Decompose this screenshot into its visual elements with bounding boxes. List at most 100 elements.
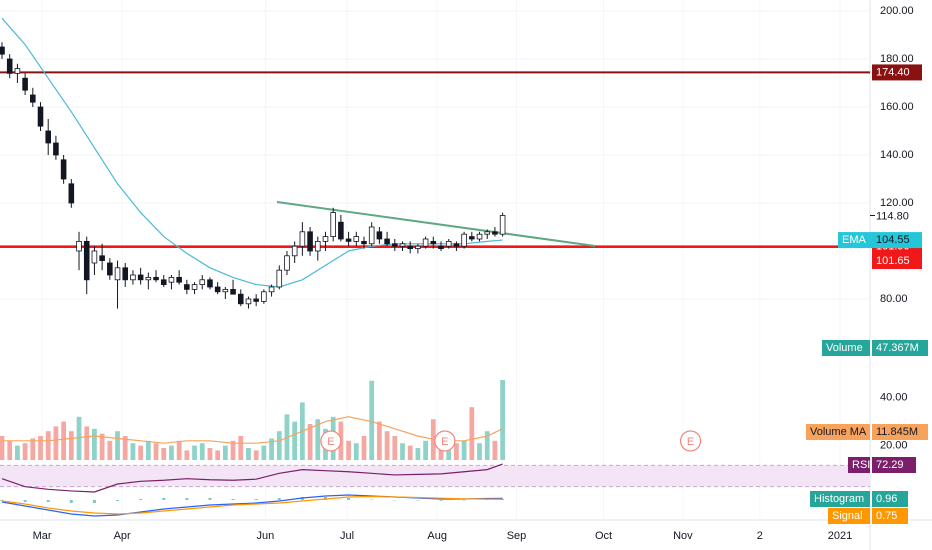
- volume-bar: [107, 440, 113, 460]
- volume-bar: [192, 445, 197, 460]
- volume-bar: [361, 436, 367, 460]
- volume-bar: [122, 436, 128, 460]
- volume-bar: [184, 450, 190, 460]
- candle-body: [345, 238, 352, 242]
- candle-body: [14, 68, 21, 74]
- histogram-bar: [162, 498, 166, 500]
- candle-body: [499, 215, 506, 235]
- volume-ma-value-text: 11.845M: [876, 426, 918, 438]
- volume-bar: [423, 440, 428, 460]
- volume-name: Volume: [822, 340, 870, 356]
- y-tick-label: 160.00: [880, 101, 914, 113]
- volume-bar: [130, 443, 136, 460]
- level-label-bg: [872, 253, 922, 270]
- candle-body: [91, 250, 98, 264]
- volume-bar: [253, 450, 259, 460]
- histogram-name-text: Histogram: [814, 493, 864, 505]
- x-tick-label: Nov: [673, 530, 693, 542]
- histogram-bar: [370, 499, 374, 500]
- histogram-bar: [92, 500, 96, 503]
- candle-body: [276, 269, 283, 288]
- candle-body: [168, 276, 175, 283]
- volume-bar: [215, 450, 221, 460]
- volume-bar: [45, 431, 51, 460]
- x-tick-label: Jun: [257, 530, 275, 542]
- candle-body: [368, 226, 375, 245]
- histogram-bar: [277, 498, 281, 500]
- last-price-label: 114.80: [872, 208, 922, 225]
- volume-bar: [99, 433, 105, 460]
- volume-bar: [377, 421, 382, 460]
- volume-bar: [230, 440, 236, 460]
- volume-ma-line: [2, 416, 503, 444]
- candle-body: [199, 279, 206, 285]
- candle-body: [184, 284, 190, 290]
- candle-body: [53, 142, 59, 156]
- candle-body: [422, 238, 429, 247]
- earnings-marker: [679, 430, 702, 452]
- volume-ma-name-bg: [806, 424, 870, 440]
- last-price-label-bg: [872, 208, 922, 225]
- volume-bar: [400, 443, 405, 460]
- signal-name-text: Signal: [832, 510, 863, 522]
- candle-body: [107, 262, 113, 276]
- histogram-bar: [254, 499, 258, 500]
- histogram-bar: [208, 498, 212, 500]
- volume-bar: [500, 379, 506, 460]
- earnings-label: E: [327, 436, 334, 448]
- volume-bar: [392, 436, 398, 460]
- ema-value: 104.55: [872, 232, 922, 249]
- volume-bar: [276, 431, 282, 460]
- candle-body: [6, 58, 13, 74]
- volume-value-bg: [872, 340, 928, 356]
- volume-bar: [469, 407, 475, 460]
- candle-body: [137, 274, 144, 281]
- x-tick-label: Mar: [33, 530, 52, 542]
- volume-name-bg: [822, 340, 870, 356]
- volume-bar: [315, 419, 321, 460]
- volume-bar: [61, 421, 67, 460]
- candle-body: [361, 240, 367, 245]
- volume-bar: [15, 445, 20, 460]
- volume-bar: [477, 443, 482, 460]
- candle-body: [291, 245, 298, 257]
- ema-value-text: 104.55: [876, 234, 910, 246]
- rsi-name-bg: [848, 457, 870, 473]
- candle-body: [237, 293, 244, 305]
- candle-body: [453, 243, 460, 247]
- volume-bar: [353, 443, 359, 460]
- volume-tick-label: 40.00: [880, 392, 908, 404]
- volume-bar: [153, 443, 159, 460]
- x-tick-label: Aug: [427, 530, 447, 542]
- volume-bar: [292, 421, 298, 460]
- candle-body: [222, 288, 229, 293]
- candle-body: [484, 231, 491, 235]
- x-tick-label: Oct: [595, 530, 612, 542]
- candle-body: [469, 236, 475, 240]
- histogram-bar: [462, 500, 466, 501]
- signal-value-bg: [872, 508, 908, 524]
- candle-body: [153, 276, 159, 281]
- candle-body: [76, 240, 82, 252]
- level-label-text: 174.40: [876, 66, 910, 78]
- y-tick-label: 200.00: [880, 5, 914, 17]
- candle-body: [407, 245, 413, 249]
- candle-body: [191, 284, 198, 290]
- volume-bar: [30, 438, 36, 460]
- y-tick-label: 80.00: [880, 293, 908, 305]
- volume-tick-label: 20.00: [880, 440, 908, 452]
- y-tick-label: 120.00: [880, 197, 914, 209]
- candle-body: [353, 236, 360, 242]
- candle-body: [99, 255, 105, 261]
- volume-bar: [7, 440, 13, 460]
- candle-body: [176, 276, 182, 283]
- histogram-value-bg: [872, 491, 908, 507]
- level-label-text: 101.65: [876, 255, 910, 267]
- rsi-name-text: RSI: [852, 459, 870, 471]
- volume-ma-value-bg: [872, 424, 928, 440]
- histogram-bar: [0, 500, 4, 501]
- histogram-name: Histogram: [810, 491, 870, 507]
- signal-value: 0.75: [872, 508, 908, 524]
- level-label: 174.40: [872, 64, 922, 81]
